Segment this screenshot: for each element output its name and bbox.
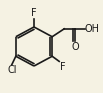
Text: O: O bbox=[71, 42, 79, 52]
Text: F: F bbox=[60, 62, 65, 72]
Text: F: F bbox=[31, 8, 37, 18]
Text: Cl: Cl bbox=[7, 65, 17, 75]
Text: OH: OH bbox=[85, 24, 100, 34]
